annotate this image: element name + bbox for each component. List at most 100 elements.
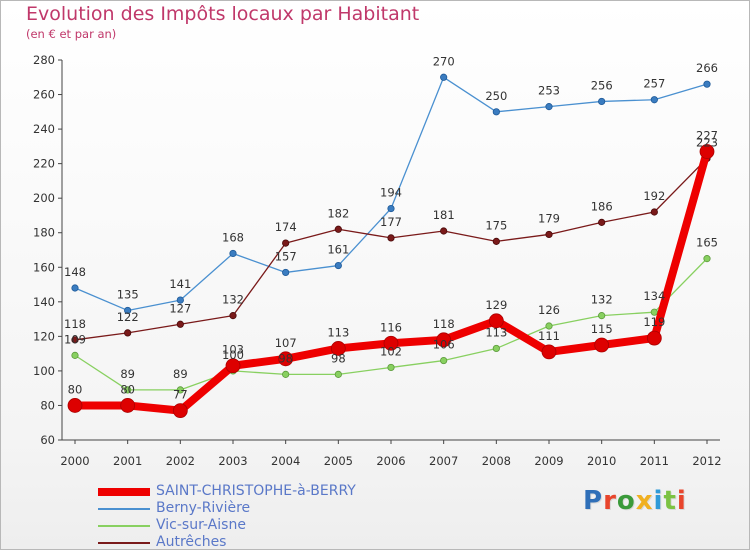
legend: SAINT-CHRISTOPHE-à-BERRY Berny-Rivière V… — [98, 483, 418, 552]
x-tick-label: 2010 — [587, 454, 616, 468]
data-point — [545, 230, 553, 239]
data-point — [436, 332, 452, 348]
data-label: 118 — [64, 317, 86, 331]
chart-subtitle: (en € et par an) — [26, 27, 117, 41]
data-label: 109 — [64, 332, 86, 346]
data-point — [598, 312, 606, 320]
x-tick-label: 2002 — [166, 454, 195, 468]
x-tick-label: 2001 — [113, 454, 142, 468]
data-point — [650, 208, 658, 216]
data-label: 107 — [275, 336, 297, 350]
data-point — [646, 330, 662, 346]
data-point — [650, 96, 658, 104]
data-point — [282, 370, 290, 378]
y-tick-label: 120 — [33, 329, 55, 343]
data-label: 115 — [591, 322, 613, 336]
data-point — [71, 284, 79, 292]
data-label: 122 — [117, 310, 139, 324]
data-point — [334, 261, 342, 270]
x-tick-label: 2006 — [376, 454, 405, 468]
data-label: 266 — [696, 61, 718, 75]
legend-swatch — [98, 525, 150, 527]
legend-label: Vic-sur-Aisne — [156, 517, 246, 533]
data-point — [334, 225, 342, 233]
data-point — [229, 312, 237, 320]
data-label: 119 — [643, 315, 665, 329]
data-point — [703, 255, 711, 263]
data-label: 192 — [643, 189, 665, 203]
data-label: 100 — [222, 348, 244, 362]
data-point — [545, 103, 553, 111]
data-label: 250 — [485, 89, 507, 103]
data-label: 89 — [173, 367, 188, 381]
data-label: 148 — [64, 265, 86, 279]
legend-label: Autrêches — [156, 534, 227, 550]
data-point — [699, 144, 715, 159]
y-tick-label: 100 — [33, 364, 55, 378]
data-point — [387, 234, 395, 242]
data-label: 127 — [169, 301, 191, 315]
data-point — [71, 351, 79, 359]
y-tick-label: 220 — [33, 157, 55, 171]
y-tick-label: 200 — [33, 191, 55, 205]
data-point — [124, 329, 132, 337]
data-label: 177 — [380, 215, 402, 229]
data-point — [492, 237, 500, 245]
data-label: 132 — [222, 293, 244, 307]
data-point — [440, 73, 448, 81]
data-label: 165 — [696, 236, 718, 250]
data-point — [594, 337, 610, 353]
data-point — [703, 80, 711, 88]
legend-swatch — [98, 508, 150, 510]
x-tick-label: 2005 — [324, 454, 353, 468]
data-point — [176, 296, 184, 304]
data-point — [229, 249, 237, 258]
legend-item: Autrêches — [98, 534, 418, 552]
proxiti-logo: Proxiti — [583, 486, 687, 516]
data-label: 186 — [591, 199, 613, 213]
legend-item: SAINT-CHRISTOPHE-à-BERRY — [98, 483, 418, 501]
data-label: 223 — [696, 135, 718, 149]
x-tick-label: 2008 — [482, 454, 511, 468]
legend-label: SAINT-CHRISTOPHE-à-BERRY — [156, 483, 356, 499]
y-tick-label: 180 — [33, 226, 55, 240]
data-point — [440, 356, 448, 365]
data-label: 126 — [538, 303, 560, 317]
data-point — [541, 344, 557, 360]
data-point — [440, 227, 448, 235]
data-label: 134 — [643, 289, 665, 303]
data-point — [176, 320, 184, 328]
data-point — [176, 386, 184, 394]
data-point — [488, 313, 504, 329]
data-label: 141 — [169, 277, 191, 291]
data-label: 77 — [173, 388, 188, 402]
x-tick-label: 2012 — [692, 454, 721, 468]
data-label: 116 — [380, 320, 402, 334]
data-point — [71, 336, 79, 344]
data-point — [120, 398, 136, 413]
legend-item: Berny-Rivière — [98, 500, 418, 518]
data-label: 80 — [120, 382, 135, 396]
x-tick-label: 2004 — [271, 454, 300, 468]
data-point — [330, 341, 346, 356]
data-label: 181 — [433, 208, 455, 222]
data-point — [383, 335, 399, 351]
data-label: 118 — [433, 317, 455, 331]
data-point — [124, 386, 132, 394]
y-tick-label: 60 — [40, 433, 55, 447]
legend-item: Vic-sur-Aisne — [98, 517, 418, 535]
data-label: 135 — [117, 287, 139, 301]
data-point — [172, 403, 188, 419]
data-label: 253 — [538, 84, 560, 98]
data-label: 98 — [278, 351, 293, 365]
data-label: 132 — [591, 293, 613, 307]
data-label: 113 — [327, 325, 349, 339]
data-point — [545, 322, 553, 330]
data-label: 227 — [696, 129, 718, 143]
data-point — [334, 370, 342, 378]
data-label: 157 — [275, 249, 297, 263]
data-label: 103 — [222, 343, 244, 357]
data-label: 175 — [485, 218, 507, 232]
data-label: 179 — [538, 211, 560, 225]
